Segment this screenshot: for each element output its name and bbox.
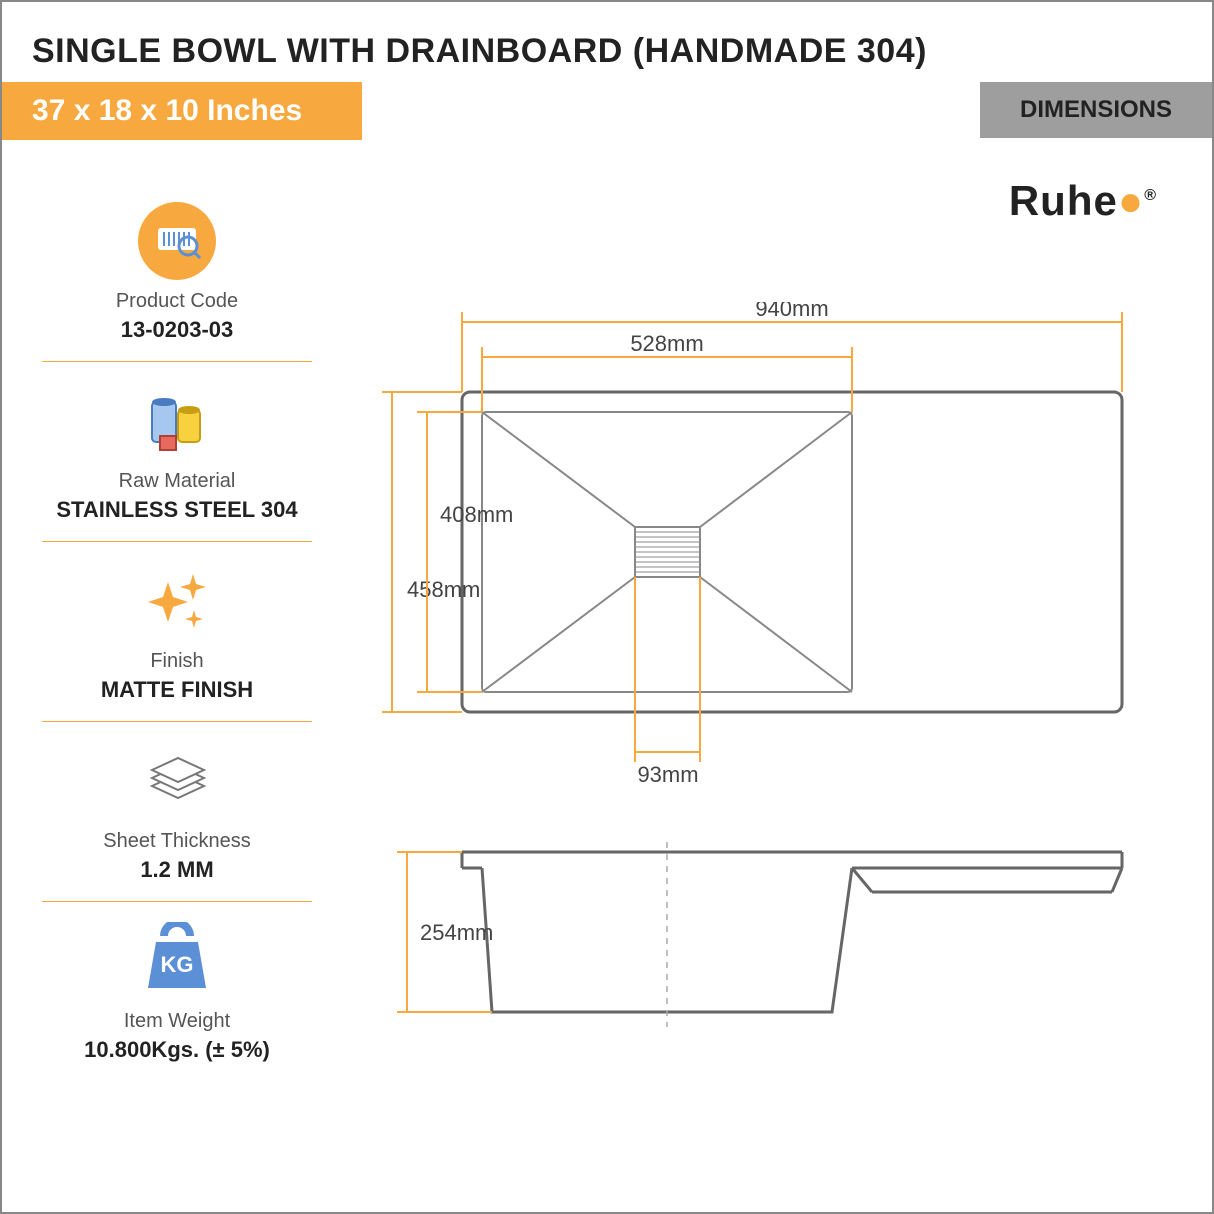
dimension-diagram: 940mm 528mm 458mm 408mm 93mm 254mm (372, 302, 1152, 1102)
weight-icon: KG (138, 922, 216, 1000)
dim-940: 940mm (755, 302, 828, 321)
spec-finish: Finish MATTE FINISH (42, 542, 312, 722)
dimensions-tab: DIMENSIONS (980, 82, 1212, 138)
spec-label: Product Code (42, 290, 312, 313)
svg-text:KG: KG (161, 952, 194, 977)
dim-528: 528mm (630, 331, 703, 356)
sheets-icon (138, 742, 216, 820)
spec-product-code: Product Code 13-0203-03 (42, 182, 312, 362)
spec-label: Sheet Thickness (42, 830, 312, 853)
page-title: SINGLE BOWL WITH DRAINBOARD (HANDMADE 30… (32, 32, 927, 71)
spec-value: 10.800Kgs. (± 5%) (42, 1037, 312, 1063)
spec-list: Product Code 13-0203-03 Raw Material STA… (42, 182, 312, 1081)
spec-value: MATTE FINISH (42, 677, 312, 703)
size-banner: 37 x 18 x 10 Inches (2, 82, 362, 140)
material-icon (138, 382, 216, 460)
dim-254: 254mm (420, 920, 493, 945)
spec-weight: KG Item Weight 10.800Kgs. (± 5%) (42, 902, 312, 1081)
dim-408: 408mm (440, 502, 513, 527)
spec-value: STAINLESS STEEL 304 (42, 497, 312, 523)
spec-value: 13-0203-03 (42, 317, 312, 343)
spec-raw-material: Raw Material STAINLESS STEEL 304 (42, 362, 312, 542)
dim-458: 458mm (407, 577, 480, 602)
brand-logo: Ruhe●® (1009, 177, 1157, 225)
spec-label: Item Weight (42, 1010, 312, 1033)
spec-value: 1.2 MM (42, 857, 312, 883)
dim-93: 93mm (637, 762, 698, 787)
barcode-icon (138, 202, 216, 280)
sparkle-icon (138, 562, 216, 640)
spec-label: Raw Material (42, 470, 312, 493)
spec-thickness: Sheet Thickness 1.2 MM (42, 722, 312, 902)
spec-label: Finish (42, 650, 312, 673)
